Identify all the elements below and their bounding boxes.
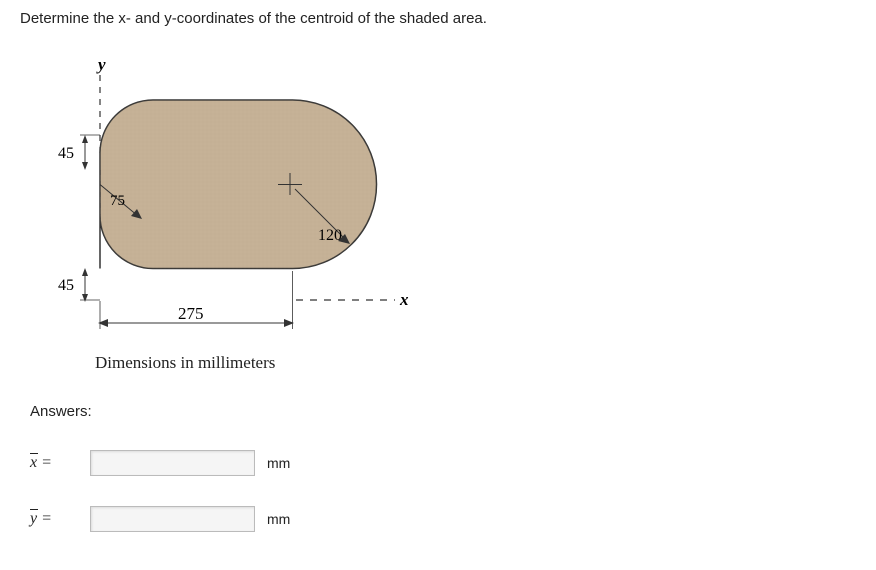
dim-45-top-label: 45 [58,145,74,162]
question-text: Determine the x- and y-coordinates of th… [20,10,856,27]
answer-var-x: x = [30,454,90,472]
answers-heading: Answers: [30,403,856,420]
dim-275-label: 275 [178,304,204,323]
unit-y: mm [267,511,290,527]
dim-45-bottom-label: 45 [58,277,74,294]
var-x-eq: = [37,454,52,471]
answer-row-x: x = mm [30,450,856,476]
answer-var-y: y = [30,510,90,528]
dim-45-top: 45 [58,135,100,170]
y-input[interactable] [90,506,255,532]
dim-45-bottom: 45 [58,268,100,302]
dim-75-label: 75 [110,193,125,209]
figure-caption: Dimensions in millimeters [95,353,856,373]
answer-row-y: y = mm [30,506,856,532]
var-y-eq: = [37,510,52,527]
x-input[interactable] [90,450,255,476]
x-axis-label: x [399,290,409,309]
y-axis-label: y [96,55,106,74]
dim-275: 275 [98,271,294,329]
dim-120-label: 120 [318,227,342,244]
unit-x: mm [267,455,290,471]
centroid-figure: 45 45 75 120 [30,45,450,345]
